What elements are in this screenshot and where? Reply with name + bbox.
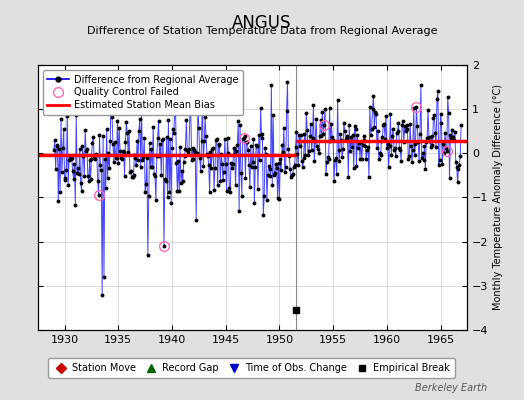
Text: Difference of Station Temperature Data from Regional Average: Difference of Station Temperature Data f… xyxy=(87,26,437,36)
Legend: Station Move, Record Gap, Time of Obs. Change, Empirical Break: Station Move, Record Gap, Time of Obs. C… xyxy=(48,358,455,378)
Text: Berkeley Earth: Berkeley Earth xyxy=(415,383,487,393)
Text: ANGUS: ANGUS xyxy=(232,14,292,32)
Y-axis label: Monthly Temperature Anomaly Difference (°C): Monthly Temperature Anomaly Difference (… xyxy=(493,84,503,310)
Legend: Difference from Regional Average, Quality Control Failed, Estimated Station Mean: Difference from Regional Average, Qualit… xyxy=(42,70,243,115)
